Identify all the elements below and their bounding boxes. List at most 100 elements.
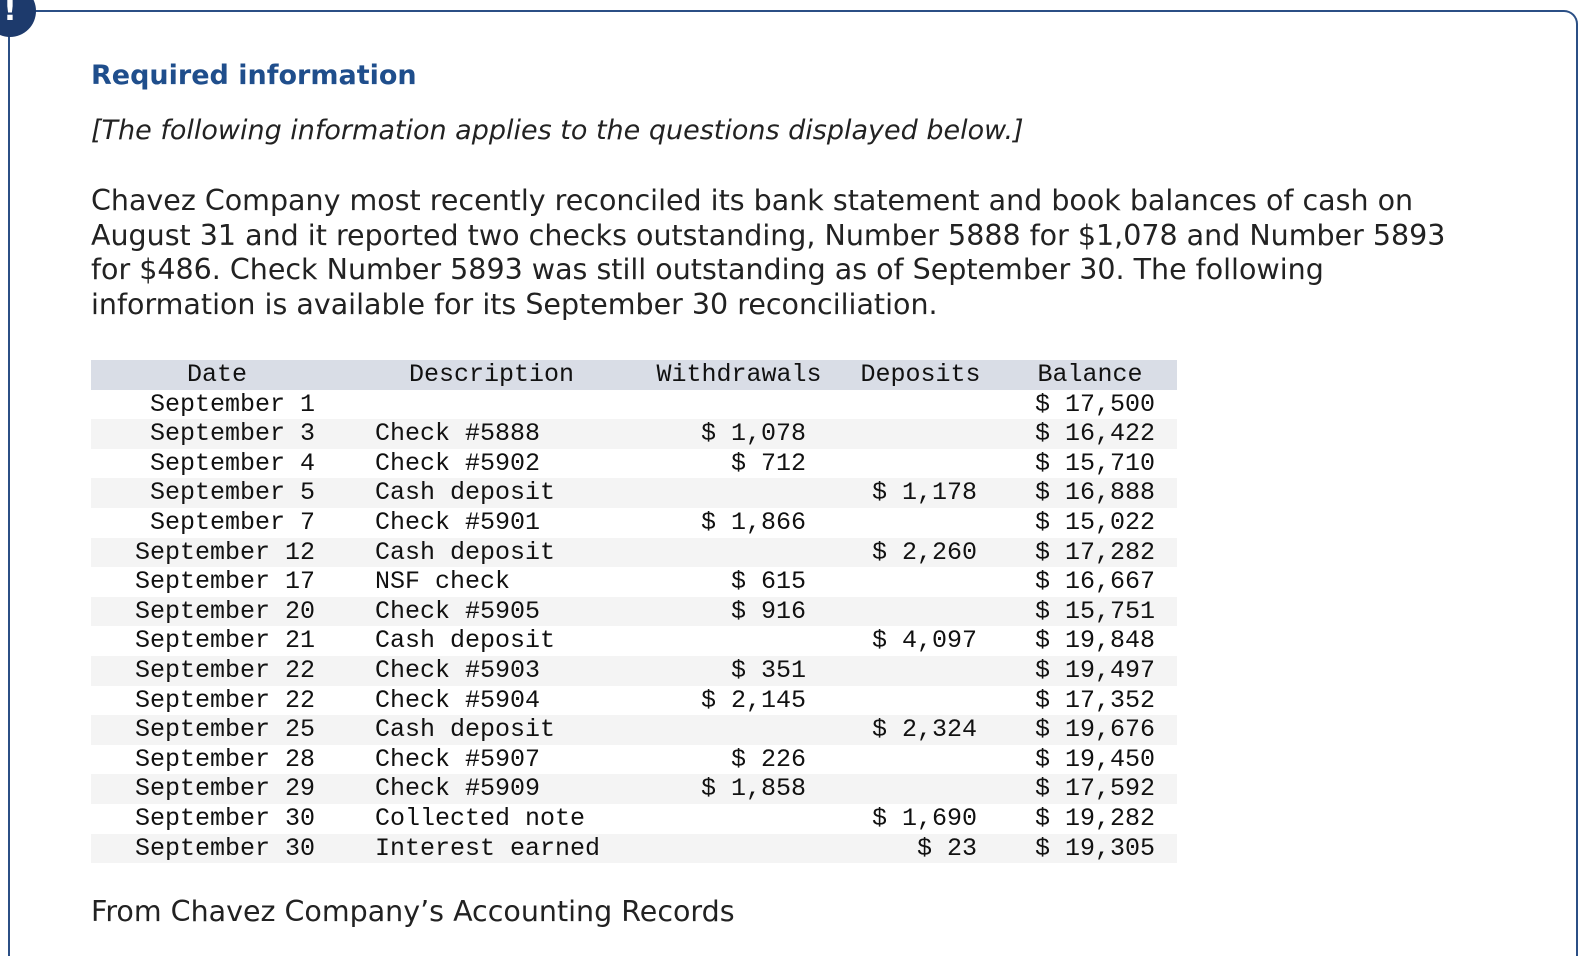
- table-cell: September 1: [149, 389, 315, 419]
- table-row: September 1 $ 17,500: [91, 390, 1177, 420]
- table-row: September 25 Cash deposit $ 2,324 $ 19,676: [91, 715, 1177, 745]
- table-cell: September 22: [134, 655, 315, 685]
- table-row: September 22 Check #5904 $ 2,145 $ 17,352: [91, 686, 1177, 716]
- table-cell: [838, 774, 1003, 804]
- table-cell: Check #5904: [375, 685, 541, 715]
- table-cell: $ 2,145: [700, 685, 806, 715]
- table-cell: [640, 834, 838, 864]
- table-cell: [838, 419, 1003, 449]
- table-cell: $ 916: [730, 596, 806, 626]
- table-cell: Interest earned: [375, 833, 601, 863]
- table-cell: [838, 567, 1003, 597]
- table-cell: Check #5909: [375, 774, 541, 804]
- table-cell: Cash deposit: [375, 537, 556, 567]
- title: Required information: [91, 60, 417, 91]
- table-cell: $ 17,282: [1035, 537, 1156, 567]
- column-header: Date: [186, 360, 247, 389]
- table-cell: $ 1,178: [871, 478, 977, 508]
- table-row: September 22 Check #5903 $ 351 $ 19,497: [91, 655, 1177, 686]
- table-cell: Check #5903: [375, 655, 541, 685]
- table-cell: [640, 478, 838, 508]
- alert-icon: !: [0, 0, 36, 37]
- table-row: September 3 Check #5888 $ 1,078 $ 16,422: [91, 419, 1177, 449]
- table-cell: [838, 390, 1003, 420]
- table-cell: [343, 390, 640, 420]
- table-cell: $ 4,097: [871, 626, 977, 656]
- table-cell: [640, 626, 838, 656]
- table-row: September 7 Check #5901 $ 1,866 $ 15,022: [91, 508, 1177, 538]
- table-row: September 17 NSF check $ 615 $ 16,667: [91, 567, 1177, 597]
- table-cell: $ 17,352: [1035, 685, 1156, 715]
- table-cell: September 29: [134, 774, 315, 804]
- table-cell: $ 16,888: [1035, 478, 1156, 508]
- table-cell: Check #5902: [375, 448, 541, 478]
- table-cell: September 5: [149, 478, 315, 508]
- table-cell: $ 17,592: [1035, 774, 1156, 804]
- table-cell: $ 15,710: [1035, 448, 1156, 478]
- table-cell: [640, 804, 838, 834]
- table-cell: September 7: [149, 507, 315, 537]
- column-header: Withdrawals: [656, 360, 822, 389]
- table-cell: Check #5901: [375, 507, 541, 537]
- intro-text: Chavez Company most recently reconciled …: [91, 184, 1446, 321]
- table-cell: $ 2,324: [871, 715, 977, 745]
- table-cell: $ 16,422: [1035, 419, 1156, 449]
- table-cell: September 3: [149, 419, 315, 449]
- table-cell: $ 19,450: [1035, 744, 1156, 774]
- table-cell: September 30: [134, 833, 315, 863]
- table-cell: [838, 656, 1003, 686]
- table-cell: $ 1,866: [700, 507, 806, 537]
- column-header: Description: [408, 360, 575, 389]
- table-cell: Cash deposit: [375, 626, 556, 656]
- table-cell: NSF check: [375, 567, 511, 597]
- table-cell: September 25: [134, 715, 315, 745]
- table-cell: $ 19,305: [1035, 833, 1156, 863]
- table-cell: $ 1,858: [700, 774, 806, 804]
- table-row: September 29 Check #5909 $ 1,858 $ 17,592: [91, 774, 1177, 804]
- table-cell: $ 226: [730, 744, 806, 774]
- table-cell: $ 16,667: [1035, 567, 1156, 597]
- table-cell: September 21: [134, 626, 315, 656]
- table-cell: $ 19,282: [1035, 803, 1156, 833]
- table-cell: $ 19,676: [1035, 715, 1156, 745]
- table-row: September 5 Cash deposit $ 1,178 $ 16,888: [91, 478, 1177, 508]
- table-cell: September 28: [134, 744, 315, 774]
- table-cell: [838, 597, 1003, 627]
- table-cell: Cash deposit: [375, 478, 556, 508]
- table-cell: $ 2,260: [871, 537, 977, 567]
- table-cell: [838, 686, 1003, 716]
- table-cell: $ 17,500: [1035, 389, 1156, 419]
- table-cell: [640, 538, 838, 568]
- table-cell: [838, 449, 1003, 479]
- table-cell: $ 15,751: [1035, 596, 1156, 626]
- table-row: September 12 Cash deposit $ 2,260 $ 17,282: [91, 537, 1177, 568]
- table-cell: September 12: [134, 537, 315, 567]
- table-row: September 4 Check #5902 $ 712 $ 15,710: [91, 449, 1177, 479]
- table-cell: September 30: [134, 803, 315, 833]
- table-cell: [838, 508, 1003, 538]
- table-cell: September 22: [134, 685, 315, 715]
- table-cell: September 17: [134, 567, 315, 597]
- table-cell: $ 19,848: [1035, 626, 1156, 656]
- table-cell: Check #5907: [375, 744, 541, 774]
- bank-statement-table: Date Description Withdrawals Deposits Balanc…: [91, 360, 1177, 864]
- table-cell: Collected note: [375, 803, 586, 833]
- table-cell: $ 712: [730, 448, 806, 478]
- table-cell: Check #5888: [375, 419, 541, 449]
- table-row: September 28 Check #5907 $ 226 $ 19,450: [91, 745, 1177, 775]
- table-cell: September 20: [134, 596, 315, 626]
- table-cell: Check #5905: [375, 596, 541, 626]
- table-cell: [640, 715, 838, 745]
- table-cell: [640, 390, 838, 420]
- table-cell: $ 1,690: [871, 803, 977, 833]
- header-row: Date Description Withdrawals Deposits Balanc…: [91, 360, 1177, 390]
- table-cell: Cash deposit: [375, 715, 556, 745]
- subtitle: [The following information applies to th…: [91, 115, 1024, 146]
- footer-text: From Chavez Company’s Accounting Records: [91, 895, 735, 928]
- table-row: September 21 Cash deposit $ 4,097 $ 19,848: [91, 626, 1177, 656]
- table-row: September 30 Collected note $ 1,690 $ 19,28…: [91, 804, 1177, 834]
- table-cell: $ 15,022: [1035, 507, 1156, 537]
- column-header: Deposits: [860, 360, 981, 389]
